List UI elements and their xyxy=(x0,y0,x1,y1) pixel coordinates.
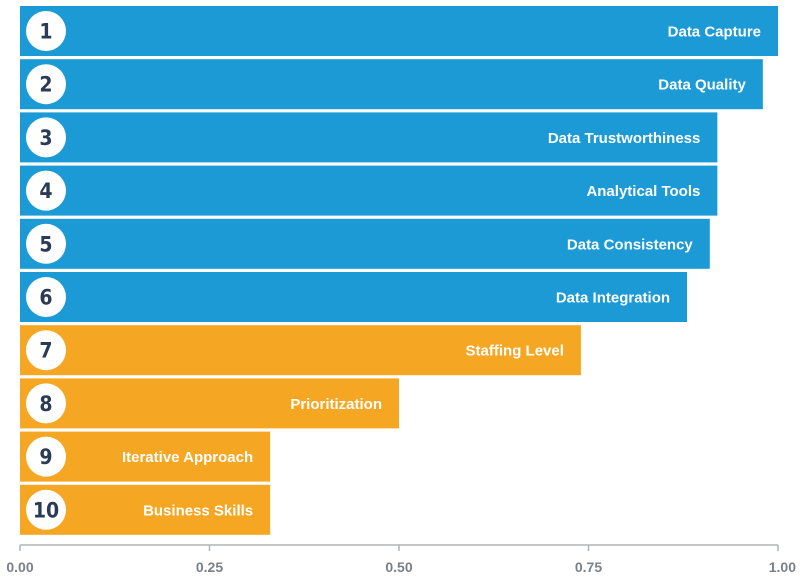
bar-label: Prioritization xyxy=(290,396,382,413)
bar-row: 4 Analytical Tools xyxy=(20,165,718,216)
bar-label: Data Capture xyxy=(668,24,761,41)
rank-number: 1 xyxy=(39,20,52,44)
bar xyxy=(20,165,718,216)
rank-number: 7 xyxy=(39,339,52,363)
bar-label: Data Trustworthiness xyxy=(548,130,701,147)
x-tick-label: 0.50 xyxy=(385,559,412,575)
bar-row: 2 Data Quality xyxy=(20,59,763,110)
bar xyxy=(20,6,778,56)
rank-circle xyxy=(26,383,66,424)
x-axis: 0.00 0.25 0.50 0.75 1.00 xyxy=(6,544,796,575)
bar-label: Data Quality xyxy=(658,77,746,94)
bar-label: Business Skills xyxy=(143,502,253,519)
bar-label: Iterative Approach xyxy=(122,449,253,466)
rank-number: 2 xyxy=(39,73,52,97)
rank-circle xyxy=(26,277,66,317)
bar-label: Analytical Tools xyxy=(586,183,700,200)
rank-circle xyxy=(26,223,66,264)
bar-row: 7 Staffing Level xyxy=(20,325,581,376)
bar-label: Staffing Level xyxy=(466,343,564,360)
bar-row: 8 Prioritization xyxy=(20,378,399,429)
bar-label: Data Consistency xyxy=(567,236,694,253)
rank-number: 9 xyxy=(39,445,52,469)
x-tick-label: 0.75 xyxy=(575,559,602,575)
rank-circle xyxy=(26,117,66,158)
x-tick-label: 1.00 xyxy=(769,559,796,575)
bar-row: 1 Data Capture xyxy=(20,6,778,56)
bar-row: 9 Iterative Approach xyxy=(20,431,271,482)
rank-circle xyxy=(26,330,66,371)
rank-circle xyxy=(26,436,66,477)
rank-number: 6 xyxy=(39,286,52,310)
bar-row: 6 Data Integration xyxy=(20,272,688,322)
bar-row: 3 Data Trustworthiness xyxy=(20,112,718,163)
rank-number: 3 xyxy=(39,126,52,150)
bar xyxy=(20,272,688,322)
bar-row: 10 Business Skills xyxy=(20,484,271,535)
bar xyxy=(20,378,399,429)
bar-row: 5 Data Consistency xyxy=(20,218,710,269)
bars-layer: 1 Data Capture 2 Data Quality 3 Data Trustwor… xyxy=(20,6,778,535)
rank-circle xyxy=(26,489,66,530)
rank-number: 4 xyxy=(39,179,52,203)
rank-circle xyxy=(26,11,66,51)
x-tick-label: 0.25 xyxy=(196,559,223,575)
rank-circle xyxy=(26,170,66,211)
rank-number: 5 xyxy=(39,232,52,256)
bar xyxy=(20,59,763,110)
bar xyxy=(20,325,581,376)
bar-label: Data Integration xyxy=(556,290,670,307)
bar xyxy=(20,112,718,163)
rank-number: 10 xyxy=(33,498,59,522)
x-tick-label: 0.00 xyxy=(6,559,33,575)
rank-circle xyxy=(26,64,66,105)
bar xyxy=(20,218,710,269)
rank-number: 8 xyxy=(39,392,52,416)
